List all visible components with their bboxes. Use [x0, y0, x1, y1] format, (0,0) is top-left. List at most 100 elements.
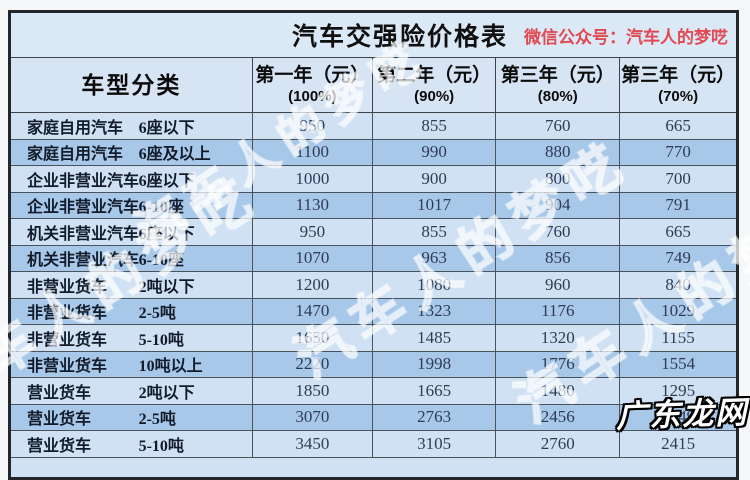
seat-class: 2-5吨 [138, 305, 176, 323]
price-y4: 1295 [619, 378, 736, 404]
price-y3: 1776 [495, 351, 619, 377]
seat-class: 5-10吨 [138, 437, 184, 455]
vehicle-type: 机关非营业汽车 [27, 252, 140, 270]
price-y4: 2415 [619, 431, 736, 457]
seat-class: 6座以下 [138, 119, 195, 137]
price-y4: 2149 [619, 404, 736, 430]
vehicle-type: 非营业货车 [27, 331, 108, 349]
price-table: 汽车交强险价格表 微信公众号：汽车人的梦呓 车型分类 第一年（元） (100%)… [8, 10, 739, 480]
price-y4: 700 [619, 166, 736, 192]
price-y4: 770 [619, 139, 736, 165]
price-y1: 1000 [251, 166, 372, 192]
price-y3: 960 [495, 272, 619, 298]
table-row: 营业货车 5-10吨 3450 3105 2760 2415 [11, 431, 736, 458]
price-y3: 760 [495, 113, 619, 139]
table-body: 家庭自用汽车 6座以下 950 855 760 665 家庭自用汽车 6座及以上… [11, 113, 736, 458]
table-header-row: 车型分类 第一年（元） (100%) 第二年（元） (90%) 第三年（元） (… [11, 58, 736, 113]
vehicle-type: 非营业货车 [27, 278, 108, 296]
price-y1: 1100 [251, 139, 372, 165]
price-y3: 904 [495, 192, 619, 218]
seat-class: 6-10座 [138, 252, 184, 270]
price-y3: 2760 [495, 431, 619, 457]
price-y2: 1485 [372, 325, 495, 351]
price-y1: 1130 [251, 192, 372, 218]
table-row: 家庭自用汽车 6座及以上 1100 990 880 770 [11, 139, 736, 166]
price-y2: 855 [372, 219, 495, 245]
price-y2: 1998 [372, 351, 495, 377]
price-y3: 800 [495, 166, 619, 192]
vehicle-type: 企业非营业汽车 [27, 199, 140, 217]
wechat-account-note: 微信公众号：汽车人的梦呓 [524, 27, 728, 47]
price-y4: 665 [619, 113, 736, 139]
vehicle-class-cell: 企业非营业汽车 6座以下 [11, 166, 252, 192]
vehicle-class-cell: 非营业货车 5-10吨 [11, 325, 252, 351]
price-y4: 1554 [619, 351, 736, 377]
vehicle-type: 家庭自用汽车 [27, 119, 124, 137]
price-y3: 2456 [495, 404, 619, 430]
seat-class: 6座以下 [138, 172, 195, 190]
vehicle-type: 营业货车 [27, 411, 92, 429]
header-year3-70: 第三年（元） (70%) [619, 58, 736, 112]
price-y3: 1480 [495, 378, 619, 404]
page-title: 汽车交强险价格表 [291, 23, 508, 51]
price-y3: 880 [495, 139, 619, 165]
vehicle-class-cell: 非营业货车 10吨以上 [11, 352, 252, 378]
seat-class: 10吨以上 [138, 358, 203, 376]
table-row: 营业货车 2-5吨 3070 2763 2456 2149 [11, 404, 736, 431]
seat-class: 2-5吨 [138, 411, 176, 429]
vehicle-type: 企业非营业汽车 [27, 172, 140, 190]
seat-class: 2吨以下 [138, 278, 195, 296]
price-y4: 1029 [619, 298, 736, 324]
table-row: 营业货车 2吨以下 1850 1665 1480 1295 [11, 378, 736, 405]
seat-class: 6座以下 [138, 225, 195, 243]
vehicle-type: 家庭自用汽车 [27, 146, 124, 164]
seat-class: 2吨以下 [138, 384, 195, 402]
table-row: 非营业货车 2-5吨 1470 1323 1176 1029 [11, 298, 736, 325]
table-title-row: 汽车交强险价格表 微信公众号：汽车人的梦呓 [11, 13, 736, 58]
header-year3-80: 第三年（元） (80%) [495, 58, 619, 112]
vehicle-type: 非营业货车 [27, 305, 108, 323]
price-y2: 1665 [372, 378, 495, 404]
price-y1: 1650 [251, 325, 372, 351]
price-y2: 1017 [372, 192, 495, 218]
price-y1: 1850 [251, 378, 372, 404]
vehicle-class-cell: 营业货车 5-10吨 [11, 431, 252, 457]
table-row: 机关非营业汽车 6-10座 1070 963 856 749 [11, 245, 736, 272]
price-y1: 950 [251, 113, 372, 139]
price-y2: 900 [372, 166, 495, 192]
header-vehicle-class: 车型分类 [81, 71, 182, 98]
price-y3: 1176 [495, 298, 619, 324]
price-y1: 3450 [251, 431, 372, 457]
table-row: 企业非营业汽车 6-10座 1130 1017 904 791 [11, 192, 736, 219]
price-y3: 1320 [495, 325, 619, 351]
header-year2: 第二年（元） (90%) [372, 58, 495, 112]
table-row: 非营业货车 10吨以上 2220 1998 1776 1554 [11, 351, 736, 378]
vehicle-class-cell: 营业货车 2-5吨 [11, 405, 252, 431]
price-y1: 1200 [251, 272, 372, 298]
vehicle-class-cell: 企业非营业汽车 6-10座 [11, 193, 252, 219]
vehicle-class-cell: 非营业货车 2吨以下 [11, 272, 252, 298]
vehicle-class-cell: 机关非营业汽车 6座以下 [11, 219, 252, 245]
price-y4: 749 [619, 245, 736, 271]
price-y2: 1323 [372, 298, 495, 324]
header-year1: 第一年（元） (100%) [251, 58, 372, 112]
price-y2: 2763 [372, 404, 495, 430]
price-y1: 2220 [251, 351, 372, 377]
price-y1: 3070 [251, 404, 372, 430]
table-row: 非营业货车 5-10吨 1650 1485 1320 1155 [11, 325, 736, 352]
price-y2: 963 [372, 245, 495, 271]
table-row: 家庭自用汽车 6座以下 950 855 760 665 [11, 113, 736, 140]
price-y2: 855 [372, 113, 495, 139]
price-y1: 1470 [251, 298, 372, 324]
price-y2: 3105 [372, 431, 495, 457]
vehicle-class-cell: 机关非营业汽车 6-10座 [11, 246, 252, 272]
price-y3: 760 [495, 219, 619, 245]
vehicle-class-cell: 非营业货车 2-5吨 [11, 299, 252, 325]
table-row: 非营业货车 2吨以下 1200 1080 960 840 [11, 272, 736, 299]
vehicle-type: 非营业货车 [27, 358, 108, 376]
vehicle-class-cell: 营业货车 2吨以下 [11, 378, 252, 404]
vehicle-type: 营业货车 [27, 437, 92, 455]
price-y4: 1155 [619, 325, 736, 351]
vehicle-type: 营业货车 [27, 384, 92, 402]
price-y3: 856 [495, 245, 619, 271]
